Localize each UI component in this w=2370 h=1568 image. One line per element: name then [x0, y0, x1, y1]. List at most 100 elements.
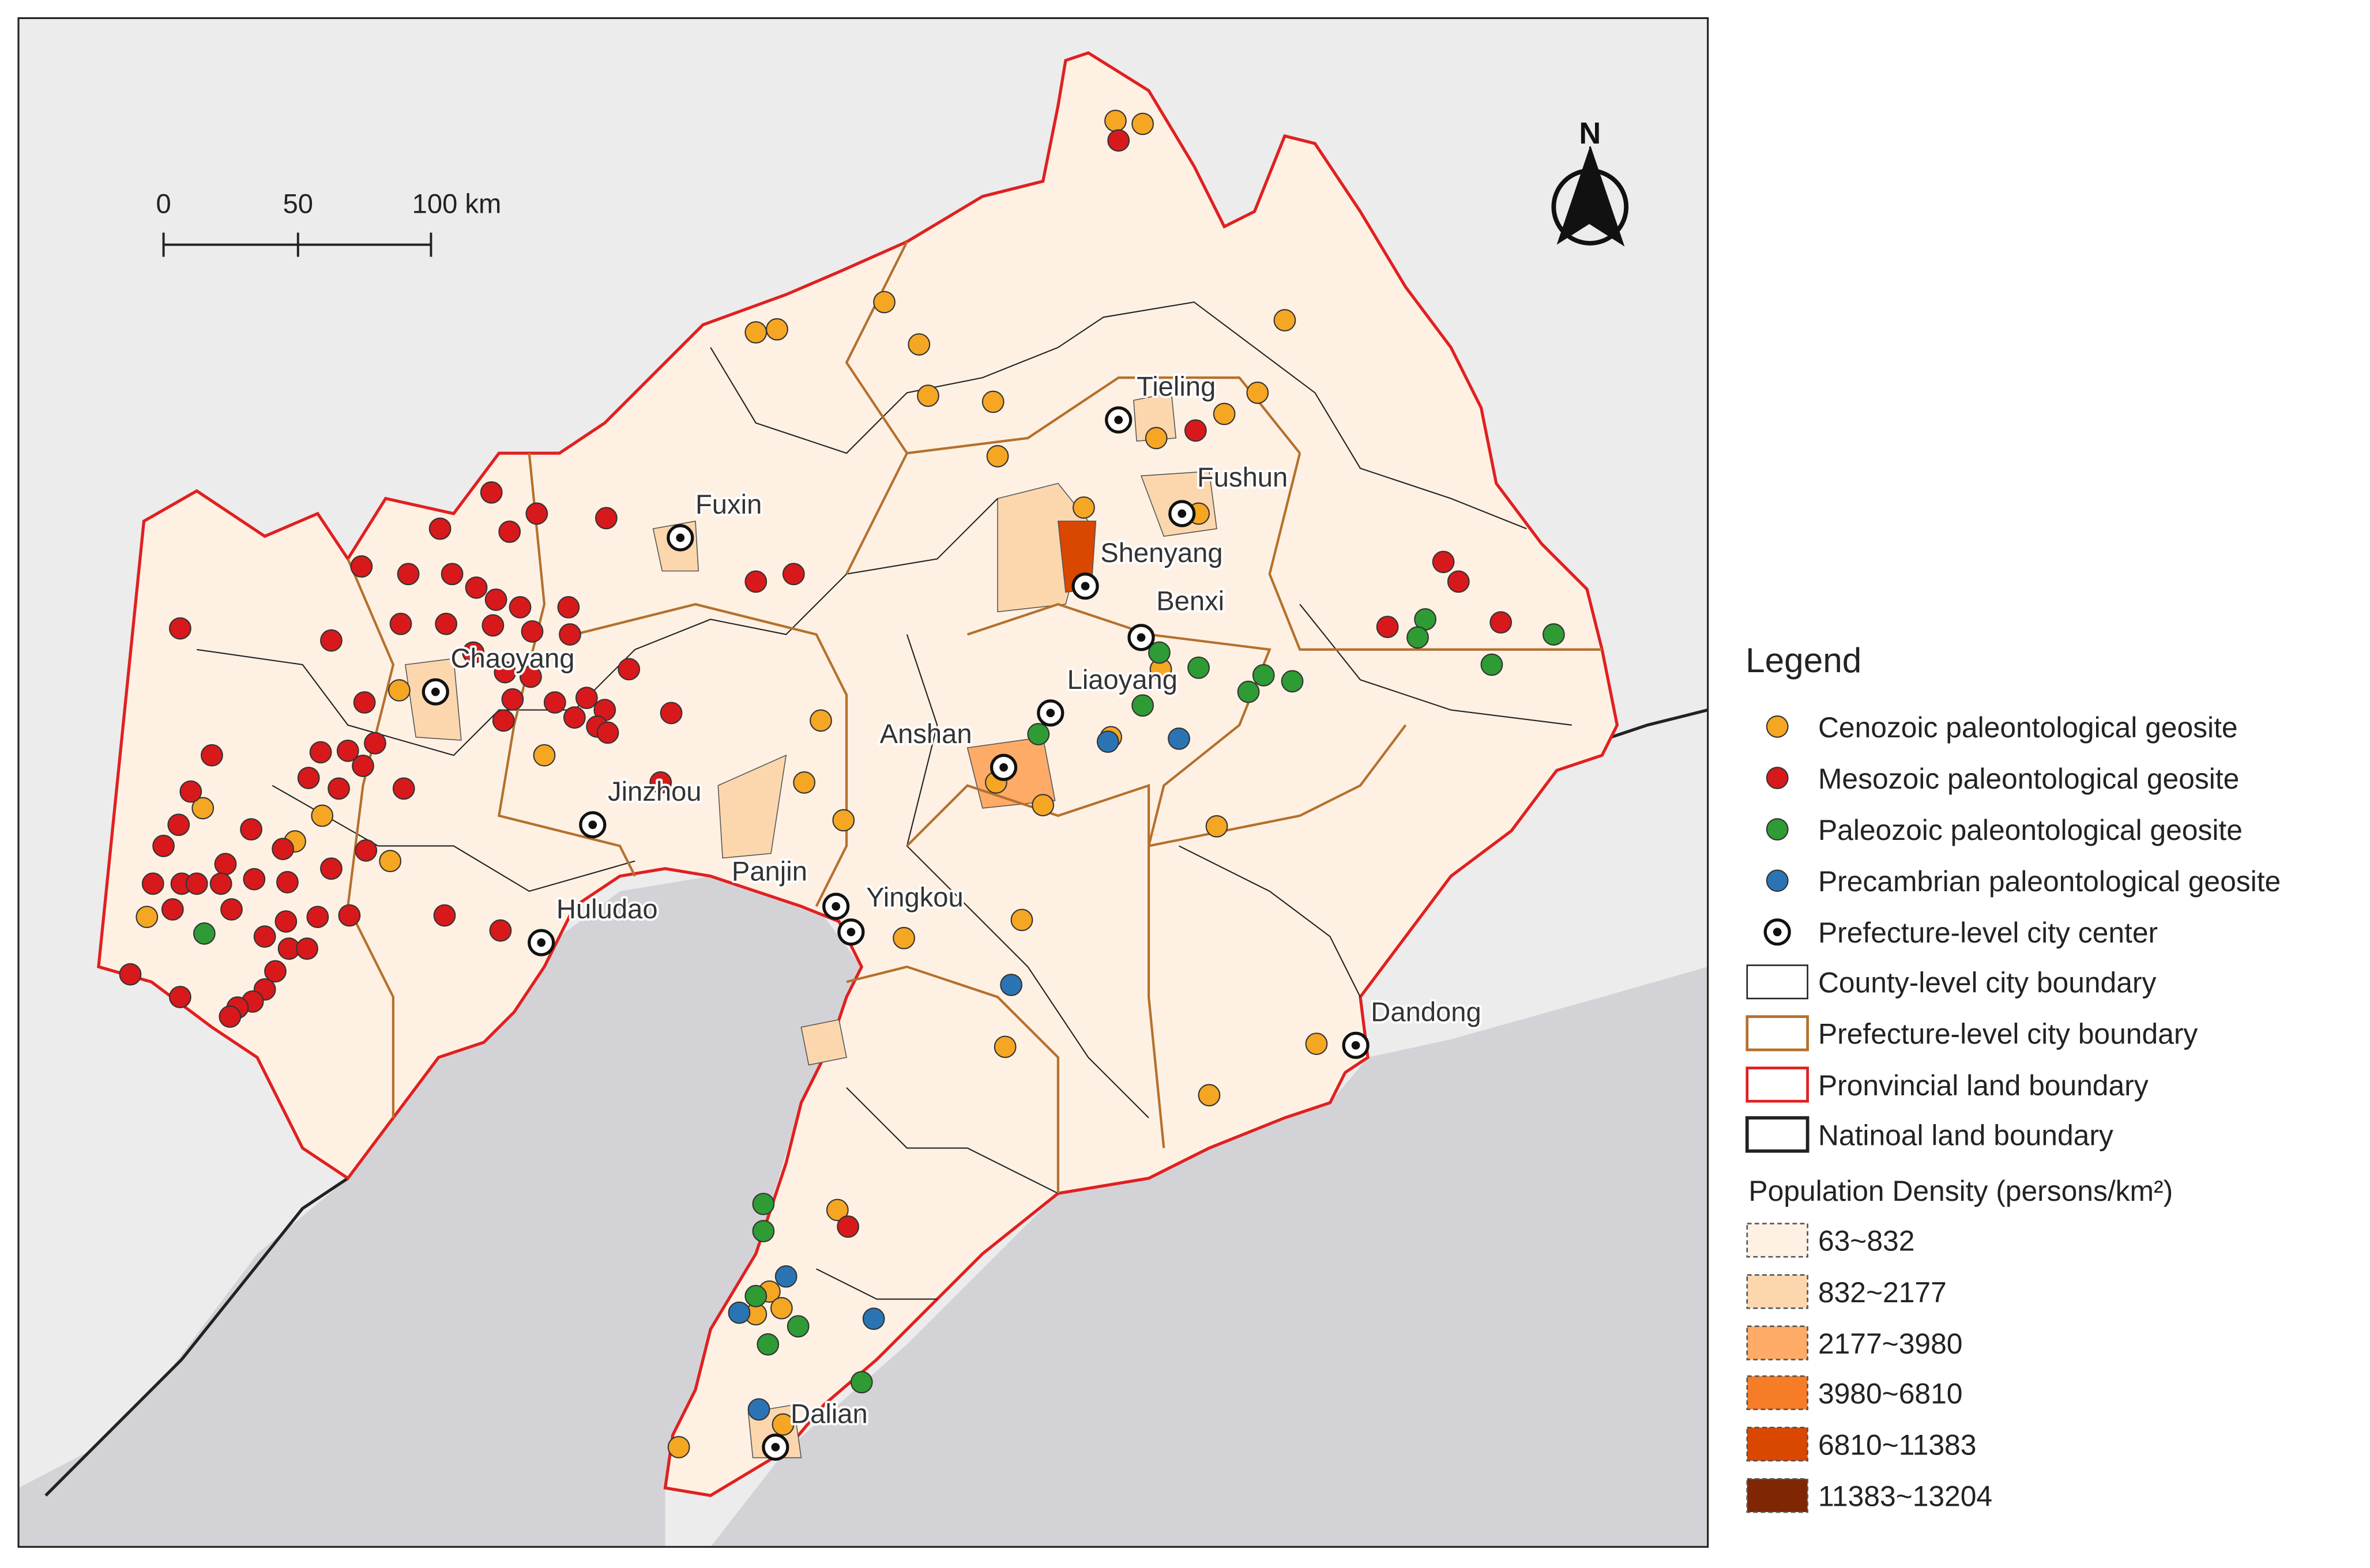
geosite: [1542, 623, 1565, 646]
geosite: [1000, 974, 1023, 996]
geosite: [837, 1215, 860, 1238]
geosite: [1168, 727, 1190, 750]
density-swatch: [1746, 1478, 1808, 1513]
city-center-dot: [1178, 509, 1187, 518]
geosite: [179, 780, 202, 803]
geosite: [563, 706, 586, 729]
geosite: [465, 576, 488, 599]
city-center-dot: [1137, 633, 1146, 642]
prefecture-line: [574, 603, 848, 907]
geosite: [533, 744, 556, 767]
geosite: [193, 922, 216, 945]
geosite: [1252, 664, 1275, 687]
geosite: [136, 906, 159, 928]
scale-label: 50: [283, 188, 313, 218]
geosite: [185, 872, 208, 895]
map-frame-content: Tieling Fushun Fuxin Shenyang Benxi Chaoyang L…: [17, 17, 1709, 1548]
city-label: Dandong: [1371, 996, 1481, 1027]
density-label: 2177~3980: [1818, 1328, 1962, 1360]
city-center-dot: [588, 820, 597, 830]
geosite: [994, 1035, 1017, 1058]
geosite: [297, 767, 320, 789]
geosite: [220, 898, 243, 921]
geosite: [521, 620, 544, 643]
geosite: [428, 517, 452, 540]
north-arrow: N: [1551, 117, 1629, 247]
geosite: [494, 661, 517, 684]
geosite: [1246, 381, 1269, 404]
county-line: [710, 301, 1527, 530]
geosite: [320, 857, 343, 880]
geosite: [772, 1413, 795, 1436]
scale-label: 100 km: [412, 188, 502, 218]
legend-symbol: [1745, 1116, 1810, 1153]
geosite: [986, 444, 1009, 468]
legend-symbol: [1766, 869, 1789, 892]
geosite: [141, 872, 164, 895]
geosite: [1432, 551, 1455, 574]
geosite: [862, 1307, 885, 1330]
density-patch: [800, 1019, 847, 1066]
county-line: [846, 1087, 1059, 1194]
city-label: Benxi: [1156, 586, 1224, 616]
geosite: [219, 1005, 242, 1028]
density-patch: [1133, 392, 1177, 442]
geosite: [728, 1301, 751, 1324]
geosite: [1027, 723, 1050, 745]
geosite: [660, 702, 683, 725]
geosite: [1010, 909, 1033, 932]
legend-label: Natinoal land boundary: [1818, 1119, 2113, 1151]
prefecture-line: [846, 965, 1059, 1194]
geosite: [832, 809, 855, 832]
city-label: Fushun: [1197, 462, 1288, 492]
bohai-sea: [18, 876, 862, 1547]
density-swatch: [1746, 1325, 1808, 1360]
geosite: [328, 777, 350, 800]
geosite: [441, 563, 464, 586]
geosite: [1107, 129, 1130, 152]
geosite: [309, 741, 332, 764]
county-boundaries: [197, 301, 1572, 1300]
north-label: N: [1579, 117, 1601, 150]
legend-label: County-level city boundary: [1818, 967, 2157, 999]
geosite: [274, 910, 298, 933]
geosite: [481, 614, 505, 637]
city-label: Liaoyang: [1067, 664, 1178, 695]
yellow-sea: [710, 967, 1708, 1547]
geosite: [492, 709, 515, 732]
legend-symbol: [1746, 964, 1808, 1000]
geosite: [209, 872, 232, 895]
density-label: 63~832: [1818, 1225, 1914, 1257]
prefecture-line: [906, 783, 1165, 1148]
city-center-dot: [1351, 1041, 1360, 1050]
geosite: [484, 588, 507, 611]
legend-symbol: [1745, 1015, 1809, 1051]
geosite: [272, 838, 294, 861]
county-line: [1179, 845, 1361, 997]
density-label: 832~2177: [1818, 1276, 1947, 1309]
geosite: [744, 570, 768, 593]
geosite: [379, 850, 402, 873]
density-swatch: [1746, 1274, 1808, 1309]
scale-label: 0: [156, 188, 171, 218]
geosite: [433, 904, 456, 927]
city-center-dot: [771, 1443, 780, 1452]
legend: Legend Population Density (persons/km²) …: [1745, 640, 2281, 1513]
geosite: [1447, 570, 1470, 593]
city-label: Shenyang: [1100, 537, 1222, 568]
geosite: [519, 665, 542, 688]
geosite: [981, 390, 1005, 413]
geosite: [826, 1198, 849, 1222]
geosite: [1237, 680, 1260, 703]
geosite: [1480, 653, 1503, 676]
geosite: [191, 797, 215, 820]
geosite: [1273, 309, 1296, 331]
geosite: [1073, 496, 1095, 519]
geosite: [389, 612, 412, 635]
density-swatch: [1746, 1223, 1808, 1258]
geosite: [744, 321, 768, 344]
city-label: Anshan: [880, 718, 972, 749]
legend-label: Paleozoic paleontological geosite: [1818, 814, 2243, 846]
geosite: [306, 906, 329, 928]
